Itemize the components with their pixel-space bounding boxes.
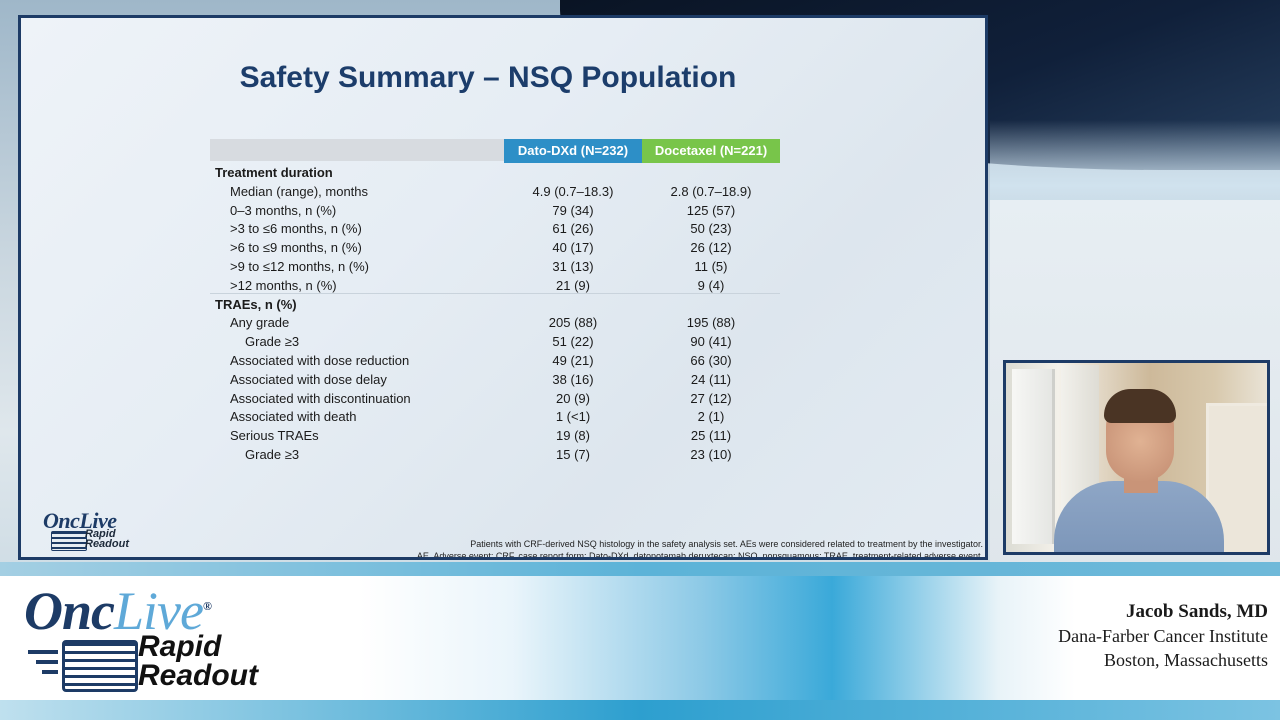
table-row: Associated with dose reduction 49 (21) 66 … bbox=[210, 351, 780, 370]
table-divider bbox=[210, 293, 780, 294]
lower-third-bottom-band bbox=[0, 700, 1280, 720]
row-value-dato-dxd: 21 (9) bbox=[556, 277, 590, 293]
table-row: Grade ≥3 15 (7) 23 (10) bbox=[210, 445, 780, 464]
row-label: Associated with dose delay bbox=[230, 371, 387, 387]
row-value-docetaxel: 195 (88) bbox=[686, 315, 736, 331]
row-value-docetaxel: 23 (10) bbox=[690, 447, 732, 462]
table-row: >3 to ≤6 months, n (%) 61 (26) 50 (23) bbox=[210, 219, 780, 238]
row-value-docetaxel: 50 (23) bbox=[690, 221, 732, 237]
row-value-dato-dxd: 1 (<1) bbox=[555, 409, 591, 425]
table-row: Any grade 205 (88) 195 (88) bbox=[210, 313, 780, 332]
lower-third bbox=[0, 576, 1280, 720]
slide-logo: OncLive Rapid Readout bbox=[43, 508, 153, 554]
row-value-dato-dxd: 205 (88) bbox=[548, 315, 598, 331]
table-row: Associated with death 1 (<1) 2 (1) bbox=[210, 407, 780, 426]
column-header-docetaxel: Docetaxel (N=221) bbox=[642, 139, 780, 163]
table-row: >6 to ≤9 months, n (%) 40 (17) 26 (12) bbox=[210, 238, 780, 257]
row-label: Associated with dose reduction bbox=[230, 353, 410, 368]
row-value-docetaxel: 125 (57) bbox=[686, 202, 736, 218]
row-label: Any grade bbox=[230, 315, 290, 331]
speaker-institution: Dana-Farber Cancer Institute bbox=[1058, 626, 1268, 646]
row-value-dato-dxd: 51 (22) bbox=[552, 334, 594, 350]
row-value-docetaxel: 2 (1) bbox=[697, 409, 725, 425]
table-header-bar bbox=[210, 139, 504, 161]
row-label: Treatment duration bbox=[215, 165, 333, 180]
row-label: >3 to ≤6 months, n (%) bbox=[230, 221, 362, 237]
table-row: Grade ≥3 51 (22) 90 (41) bbox=[210, 332, 780, 351]
slide-footnote: Patients with CRF-derived NSQ histology … bbox=[470, 539, 983, 549]
slide-logo-wordmark: OncLive bbox=[43, 508, 117, 533]
table-row: 0–3 months, n (%) 79 (34) 125 (57) bbox=[210, 201, 780, 220]
row-value-dato-dxd: 61 (26) bbox=[552, 221, 594, 237]
video-window bbox=[1012, 369, 1055, 544]
speaker-video bbox=[1003, 360, 1270, 555]
row-value-docetaxel: 2.8 (0.7–18.9) bbox=[670, 183, 752, 199]
table-row: Median (range), months 4.9 (0.7–18.3) 2.8 … bbox=[210, 182, 780, 201]
row-value-dato-dxd: 19 (8) bbox=[556, 428, 590, 444]
row-value-dato-dxd: 49 (21) bbox=[552, 353, 594, 368]
row-label: Associated with discontinuation bbox=[230, 390, 411, 406]
speaker-hair bbox=[1104, 389, 1176, 423]
row-label: Serious TRAEs bbox=[230, 428, 319, 444]
slide-logo-rapid-readout: Rapid Readout bbox=[85, 528, 129, 550]
row-value-dato-dxd: 4.9 (0.7–18.3) bbox=[532, 183, 614, 199]
row-value-docetaxel: 11 (5) bbox=[694, 259, 728, 274]
table-row: Associated with discontinuation 20 (9) 27 … bbox=[210, 389, 780, 408]
brand-rapid-readout: Rapid Readout bbox=[138, 630, 258, 692]
row-value-docetaxel: 90 (41) bbox=[690, 334, 732, 350]
column-header-dato-dxd: Dato-DXd (N=232) bbox=[504, 139, 642, 163]
row-value-dato-dxd: 20 (9) bbox=[556, 390, 590, 406]
row-label: TRAEs, n (%) bbox=[215, 296, 297, 312]
lower-third-top-band bbox=[0, 562, 1280, 576]
brand-lines-icon bbox=[28, 640, 138, 692]
table-row: >12 months, n (%) 21 (9) 9 (4) bbox=[210, 276, 780, 295]
row-label: >9 to ≤12 months, n (%) bbox=[230, 259, 370, 274]
speaker-name: Jacob Sands, MD bbox=[1126, 601, 1268, 622]
row-label: Grade ≥3 bbox=[245, 334, 300, 350]
row-value-dato-dxd: 79 (34) bbox=[552, 202, 594, 218]
speaker-location: Boston, Massachusetts bbox=[1104, 650, 1268, 670]
row-value-docetaxel: 66 (30) bbox=[690, 353, 732, 368]
row-label: 0–3 months, n (%) bbox=[230, 202, 337, 218]
row-label: Grade ≥3 bbox=[245, 447, 300, 462]
row-label: >6 to ≤9 months, n (%) bbox=[230, 240, 362, 256]
table-row: >9 to ≤12 months, n (%) 31 (13) 11 (5) bbox=[210, 257, 780, 276]
brand-wordmark: OncLive® bbox=[24, 581, 212, 641]
slide-logo-lines-icon bbox=[51, 531, 87, 551]
table-row: Treatment duration bbox=[210, 163, 780, 182]
row-value-dato-dxd: 40 (17) bbox=[552, 240, 594, 256]
row-value-docetaxel: 9 (4) bbox=[697, 277, 725, 293]
row-label: >12 months, n (%) bbox=[230, 277, 337, 293]
speaker-credit: Jacob Sands, MD Dana-Farber Cancer Insti… bbox=[1058, 600, 1268, 672]
table-row: Serious TRAEs 19 (8) 25 (11) bbox=[210, 426, 780, 445]
table-row: Associated with dose delay 38 (16) 24 (11) bbox=[210, 370, 780, 389]
row-value-docetaxel: 24 (11) bbox=[690, 371, 732, 387]
row-value-docetaxel: 25 (11) bbox=[690, 428, 732, 444]
row-label: Median (range), months bbox=[230, 183, 369, 199]
presentation-slide: Safety Summary – NSQ Population Dato-DXd… bbox=[18, 15, 988, 560]
table-row: TRAEs, n (%) bbox=[210, 295, 780, 314]
row-value-dato-dxd: 31 (13) bbox=[552, 259, 594, 274]
row-label: Associated with death bbox=[230, 409, 357, 425]
slide-title: Safety Summary – NSQ Population bbox=[239, 61, 737, 94]
row-value-docetaxel: 27 (12) bbox=[690, 390, 732, 406]
onclive-rapid-readout-logo: OncLive® Rapid Readout bbox=[22, 580, 292, 700]
row-value-dato-dxd: 38 (16) bbox=[552, 371, 594, 387]
row-value-docetaxel: 26 (12) bbox=[690, 240, 732, 256]
slide-abbreviations: AE, Adverse event; CRF, case report form… bbox=[416, 551, 983, 560]
row-value-dato-dxd: 15 (7) bbox=[556, 447, 590, 462]
